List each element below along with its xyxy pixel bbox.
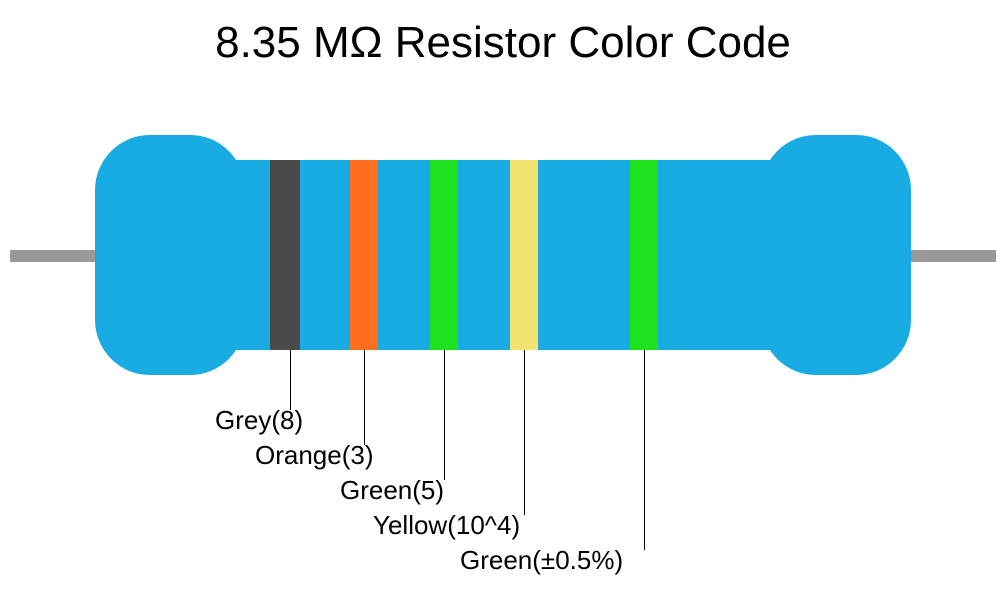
band-4	[510, 160, 538, 350]
band-2-leader	[364, 350, 365, 445]
band-2-label: Orange(3)	[255, 440, 374, 471]
band-3-label: Green(5)	[340, 475, 444, 506]
page-title: 8.35 MΩ Resistor Color Code	[0, 18, 1006, 68]
band-4-label: Yellow(10^4)	[373, 510, 520, 541]
band-1	[270, 160, 300, 350]
band-5	[630, 160, 658, 350]
band-1-label: Grey(8)	[215, 405, 303, 436]
band-5-leader	[644, 350, 645, 550]
band-4-leader	[524, 350, 525, 515]
band-5-label: Green(±0.5%)	[460, 545, 623, 576]
band-2	[350, 160, 378, 350]
band-3	[430, 160, 458, 350]
band-1-leader	[290, 350, 291, 410]
band-3-leader	[444, 350, 445, 480]
